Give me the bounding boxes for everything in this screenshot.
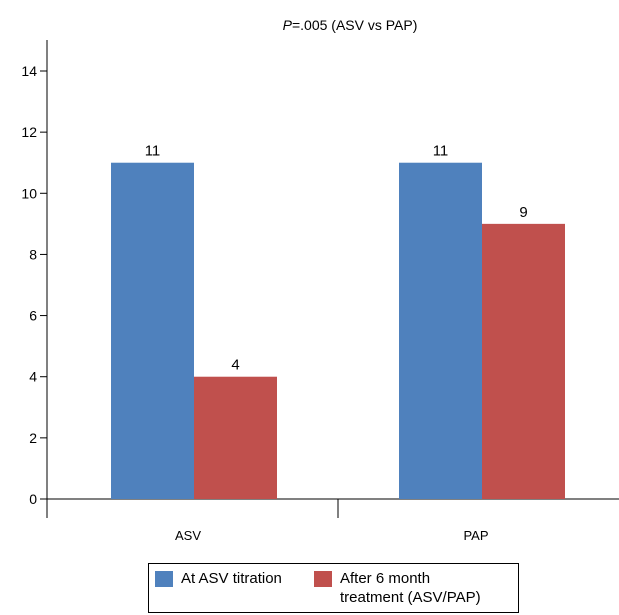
x-tick-label-asv: ASV	[175, 528, 201, 543]
x-tick-label-pap: PAP	[463, 528, 488, 543]
bar-asv-series-2	[194, 376, 277, 499]
data-label-asv-series-2: 4	[231, 357, 239, 374]
y-tick-label-8: 8	[29, 246, 37, 262]
data-label-pap-series-1: 11	[433, 143, 449, 160]
legend-swatch-red	[314, 571, 332, 587]
bar-pap-series-2	[482, 223, 565, 499]
legend-label-line1: After 6 month	[340, 570, 431, 587]
y-tick-label-14: 14	[21, 63, 37, 79]
legend-label: At ASV titration	[181, 569, 282, 588]
legend: At ASV titration After 6 month treatment…	[148, 563, 519, 613]
chart-title-rest: =.005 (ASV vs PAP)	[291, 17, 418, 33]
chart-title-italic: P	[282, 17, 292, 33]
legend-item-after-6-month: After 6 month treatment (ASV/PAP)	[314, 569, 481, 607]
y-axis: 0 2 4 6 8 10 12 14	[21, 40, 48, 518]
legend-label-line1: At ASV titration	[181, 570, 282, 587]
bar-chart: 0 2 4 6 8 10 12 14 ASV PAP 11 4 11 9	[21, 40, 619, 543]
x-axis: ASV PAP	[47, 498, 619, 543]
chart-title: P=.005 (ASV vs PAP)	[0, 17, 619, 33]
legend-label: After 6 month treatment (ASV/PAP)	[340, 569, 481, 607]
y-tick-label-0: 0	[29, 491, 37, 507]
y-tick-label-10: 10	[21, 185, 37, 201]
legend-item-at-asv-titration: At ASV titration	[155, 569, 282, 588]
data-label-pap-series-2: 9	[519, 204, 527, 221]
bar-pap-series-1	[399, 162, 482, 499]
data-label-asv-series-1: 11	[145, 143, 161, 160]
y-tick-label-12: 12	[21, 124, 37, 140]
y-tick-label-4: 4	[29, 369, 37, 385]
legend-swatch-blue	[155, 571, 173, 587]
y-tick-label-2: 2	[29, 430, 37, 446]
bar-asv-series-1	[111, 162, 194, 499]
legend-label-line2: treatment (ASV/PAP)	[340, 589, 481, 606]
y-tick-label-6: 6	[29, 308, 37, 324]
data-labels: 11 4 11 9	[145, 143, 528, 374]
bars	[111, 162, 565, 499]
